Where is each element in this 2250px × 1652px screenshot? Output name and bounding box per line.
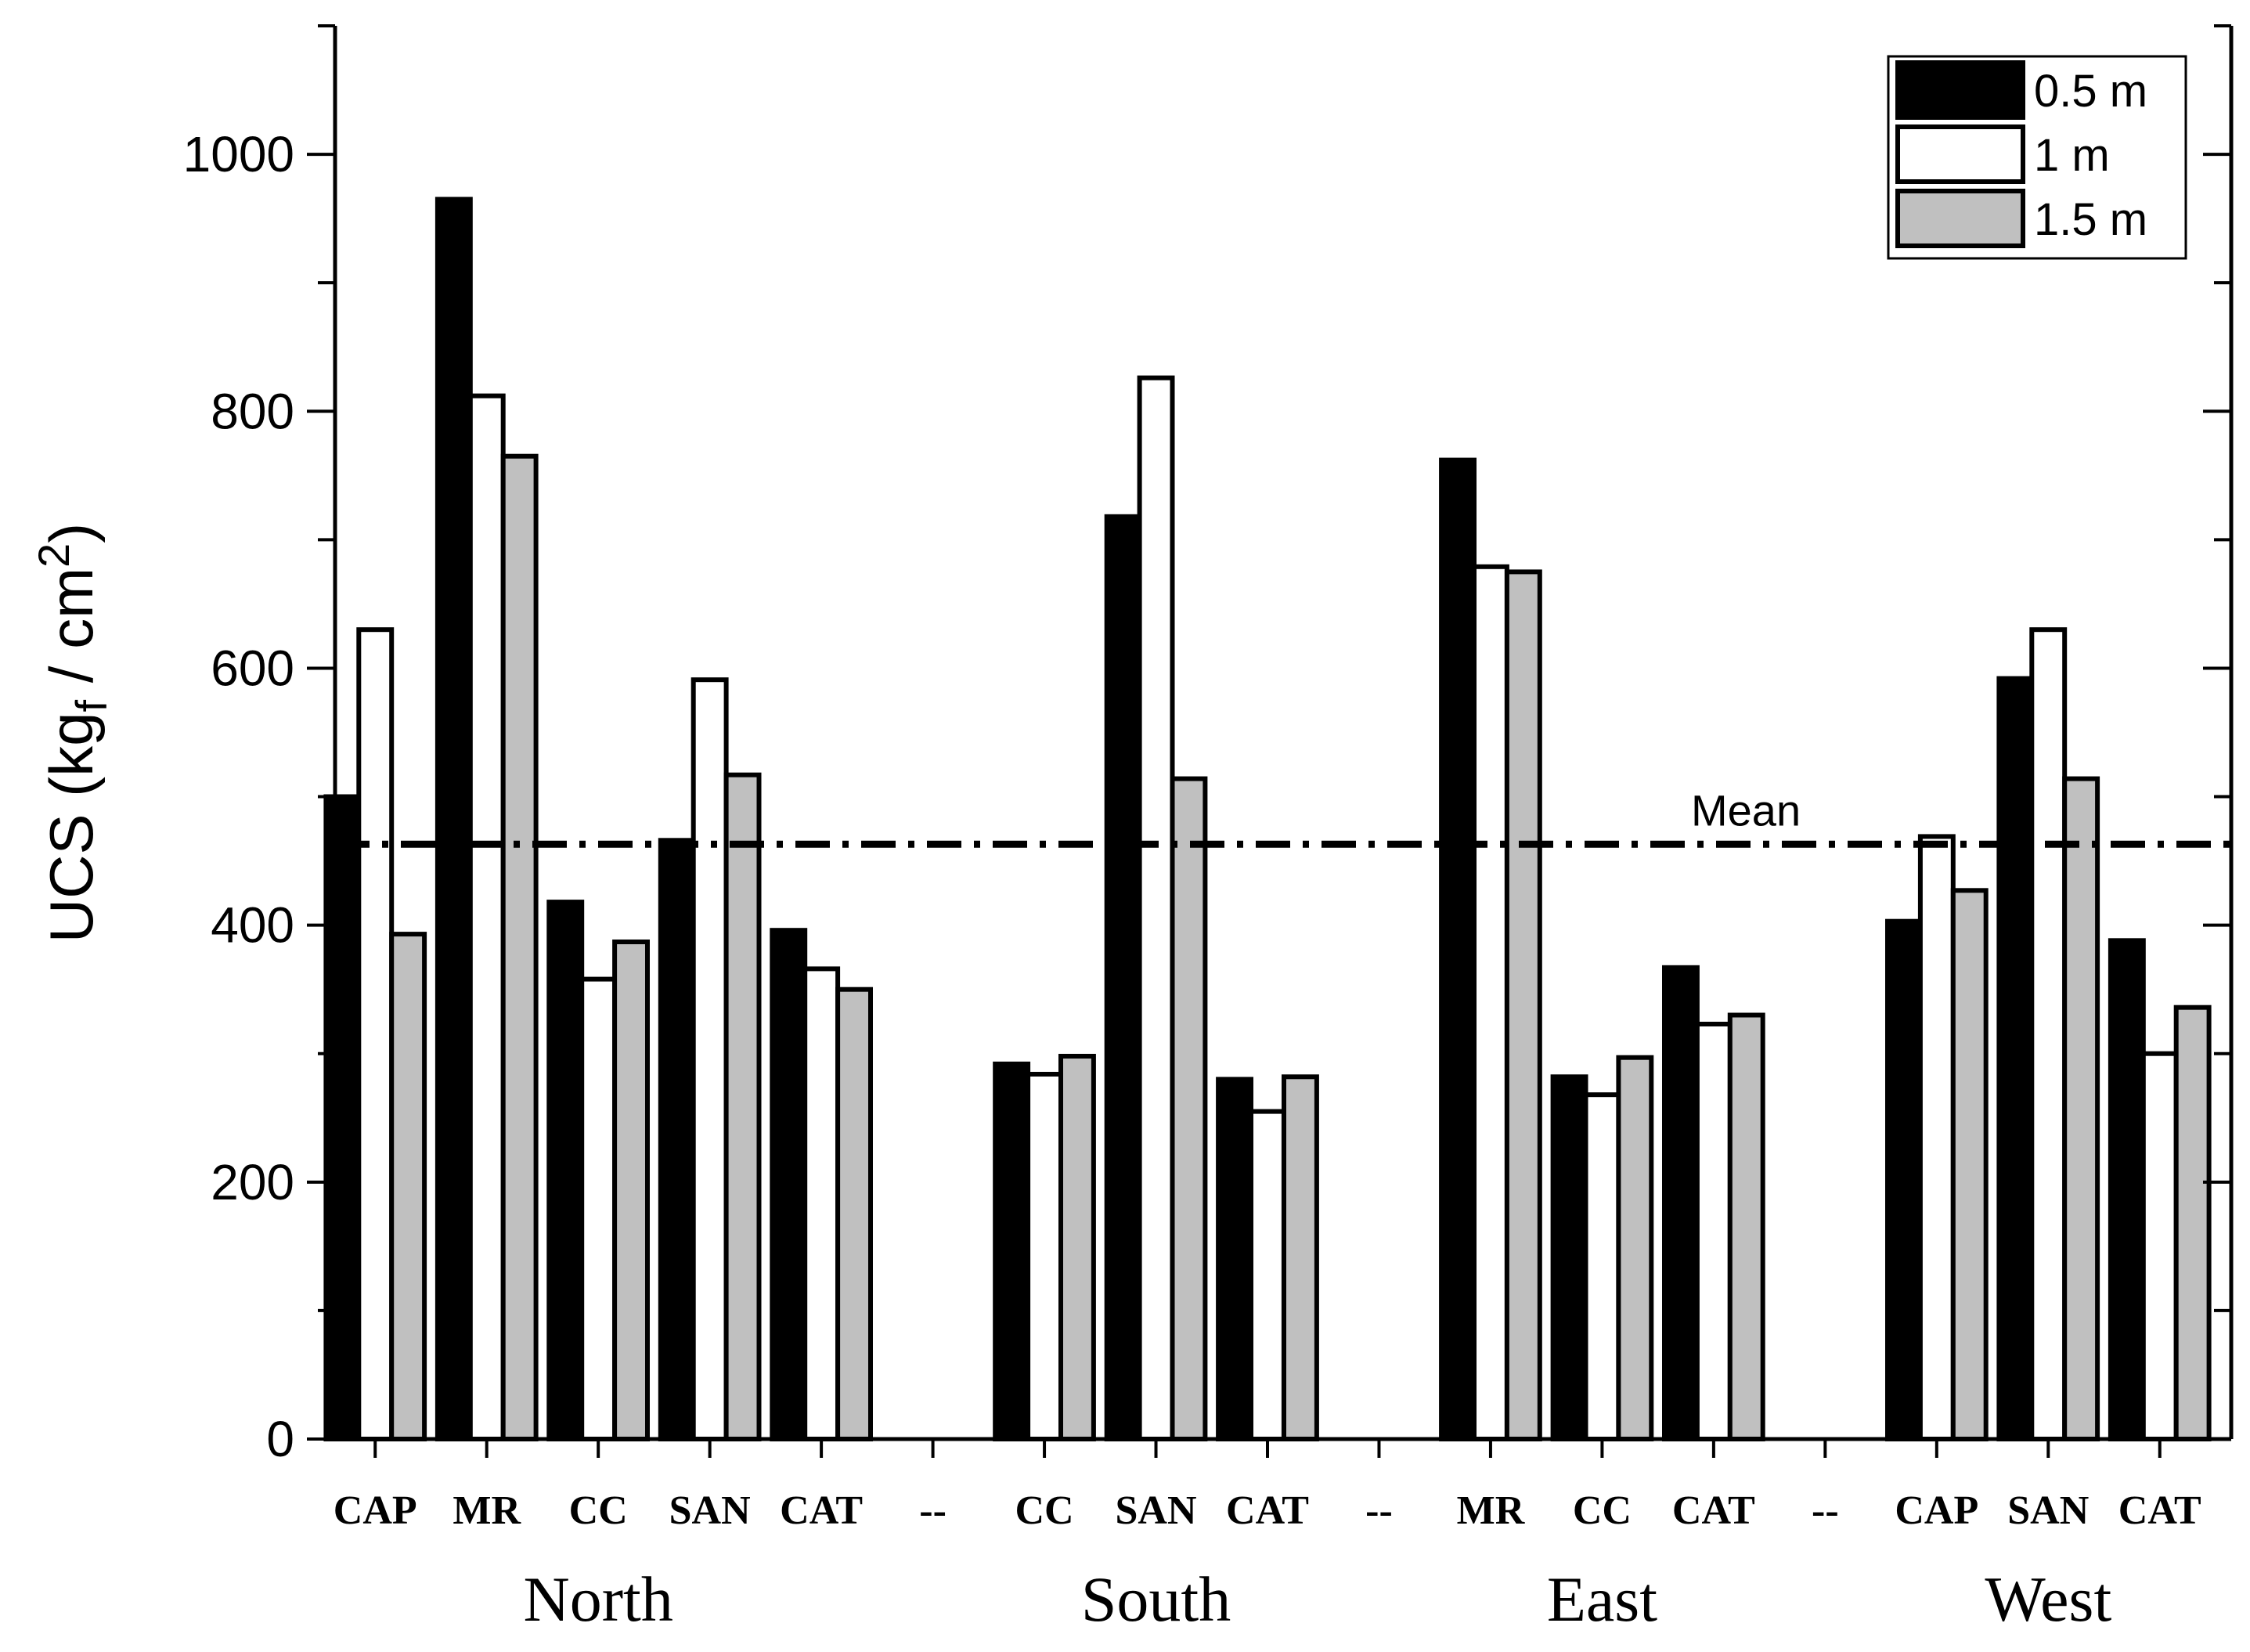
category-label-2: CC: [569, 1488, 628, 1533]
legend-label-2: 1.5 m: [2034, 194, 2147, 245]
y-axis-title-part: UCS (kg: [37, 712, 106, 943]
category-label-7: SAN: [1116, 1488, 1197, 1533]
legend-swatch-0: [1895, 60, 2025, 120]
category-label-6: CC: [1015, 1488, 1074, 1533]
category-label-8: CAT: [1226, 1488, 1309, 1533]
bar-cat-4-series-0: [770, 928, 808, 1441]
bar-mr-1-series-0: [434, 197, 473, 1441]
bar-cap-0-series-1: [356, 627, 395, 1442]
bar-cc-11-series-2: [1616, 1055, 1654, 1441]
bar-cap-0-series-0: [323, 794, 362, 1441]
bar-san-3-series-0: [658, 838, 696, 1442]
bar-cat-4-series-1: [802, 966, 841, 1441]
bar-cat-8-series-1: [1249, 1109, 1286, 1441]
bar-cc-6-series-0: [993, 1061, 1031, 1442]
bar-mr-1-series-2: [500, 453, 539, 1442]
bar-cat-16-series-1: [2140, 1051, 2179, 1441]
y-tick-label-0: 0: [266, 1411, 294, 1467]
bar-cat-12-series-1: [1694, 1022, 1733, 1441]
bar-cc-2-series-2: [612, 940, 650, 1441]
y-tick-label-600: 600: [211, 640, 294, 696]
region-label-north: North: [524, 1564, 673, 1635]
category-label-3: SAN: [669, 1488, 751, 1533]
bar-mr-10-series-0: [1439, 457, 1477, 1441]
category-label-15: SAN: [2007, 1488, 2089, 1533]
mean-label: Mean: [1691, 785, 1801, 835]
bar-san-15-series-0: [1996, 676, 2035, 1441]
y-axis-title: UCS (kgf / cm2): [29, 523, 116, 943]
bar-san-3-series-1: [691, 677, 729, 1441]
y-tick-label-400: 400: [211, 897, 294, 954]
y-axis-title-part: f: [67, 699, 116, 712]
bar-cc-11-series-1: [1583, 1092, 1621, 1441]
category-label-1: MR: [453, 1488, 521, 1533]
bar-cat-12-series-2: [1727, 1012, 1765, 1441]
bar-san-7-series-1: [1137, 375, 1175, 1442]
bar-san-15-series-1: [2029, 627, 2068, 1442]
legend-swatch-1: [1895, 124, 2025, 184]
category-label-9: --: [1365, 1488, 1393, 1533]
category-label-5: --: [919, 1488, 947, 1533]
category-label-11: CC: [1573, 1488, 1632, 1533]
bar-cat-12-series-0: [1662, 965, 1700, 1442]
bar-cap-14-series-1: [1917, 834, 1956, 1441]
legend: 0.5 m 1 m 1.5 m: [1887, 55, 2187, 260]
bar-cat-16-series-2: [2173, 1005, 2212, 1441]
y-axis-title-part: 2: [29, 543, 78, 568]
mean-layer: Mean: [335, 785, 2231, 848]
axes-layer: [307, 24, 2234, 1458]
bar-cat-4-series-2: [835, 987, 873, 1441]
category-label-12: CAT: [1672, 1488, 1755, 1533]
region-label-east: East: [1547, 1564, 1657, 1635]
bar-san-3-series-2: [723, 772, 762, 1441]
bar-mr-10-series-1: [1472, 564, 1509, 1441]
bar-cap-14-series-2: [1950, 888, 1989, 1442]
bar-cc-6-series-2: [1058, 1054, 1096, 1441]
y-tick-label-1000: 1000: [183, 126, 294, 182]
bar-mr-1-series-1: [467, 393, 506, 1442]
bar-san-7-series-0: [1104, 514, 1142, 1441]
bar-san-7-series-2: [1170, 776, 1208, 1441]
bar-mr-10-series-2: [1504, 569, 1542, 1441]
category-label-14: CAP: [1895, 1488, 1978, 1533]
y-axis-title-part: ): [37, 523, 106, 543]
bar-cat-8-series-2: [1282, 1074, 1319, 1442]
bar-cap-14-series-0: [1885, 918, 1923, 1441]
category-label-10: MR: [1457, 1488, 1526, 1533]
y-tick-label-800: 800: [211, 383, 294, 439]
legend-swatch-2: [1895, 189, 2025, 248]
region-label-south: South: [1081, 1564, 1231, 1635]
bar-cat-16-series-0: [2108, 938, 2146, 1442]
category-label-13: --: [1812, 1488, 1839, 1533]
bar-san-15-series-2: [2062, 776, 2100, 1441]
bar-cat-8-series-0: [1216, 1077, 1253, 1441]
bar-cc-11-series-0: [1550, 1074, 1588, 1442]
labels-layer: 0 200 400 600 800 1000 CAP MR CC SAN CAT -- CC SAN CAT…: [29, 126, 2201, 1635]
category-label-16: CAT: [2118, 1488, 2201, 1533]
y-axis-title-part: / cm: [37, 568, 106, 700]
y-tick-label-200: 200: [211, 1154, 294, 1210]
category-label-4: CAT: [780, 1488, 863, 1533]
bar-cap-0-series-2: [389, 932, 427, 1441]
bars-layer: [323, 197, 2212, 1442]
legend-label-1: 1 m: [2034, 130, 2110, 181]
bar-cc-2-series-1: [579, 976, 618, 1441]
region-label-west: West: [1985, 1564, 2111, 1635]
category-label-0: CAP: [334, 1488, 417, 1533]
legend-label-0: 0.5 m: [2034, 66, 2147, 117]
bar-cc-2-series-0: [546, 900, 585, 1441]
bar-cc-6-series-1: [1026, 1072, 1063, 1441]
